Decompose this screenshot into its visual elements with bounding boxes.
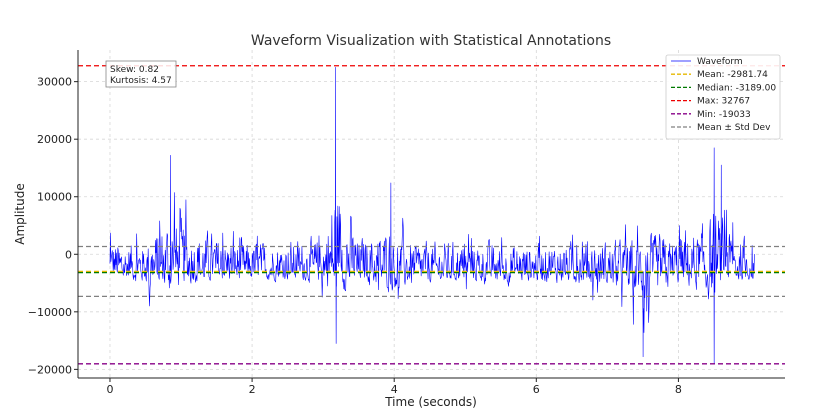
y-tick-label-3: 10000 [37,191,72,204]
legend-frame [665,54,781,140]
x-ticks: 0 2 4 6 8 [106,378,682,396]
y-tick-label-0: −20000 [28,363,72,376]
legend: Waveform Mean: -2981.74 Median: -3189.00 Ma… [665,54,781,140]
y-tick-label-4: 20000 [37,133,72,146]
axes [77,50,785,379]
legend-label-3: Max: 32767 [697,97,750,107]
stats-box: Skew: 0.82 Kurtosis: 4.57 [105,60,177,88]
y-axis-label: Amplitude [13,183,27,245]
waveform-series [109,66,755,364]
waveform-line [109,66,755,364]
stats-skew: Skew: 0.82 [110,65,159,75]
legend-label-5: Mean ± Std Dev [697,123,771,133]
y-ticks: −20000 −10000 0 10000 20000 30000 [28,76,78,376]
legend-label-0: Waveform [697,57,743,67]
y-tick-label-2: 0 [65,248,72,261]
legend-label-2: Median: -3189.00 [697,83,776,93]
x-tick-label-0: 0 [106,383,113,396]
reference-lines [78,65,785,365]
x-tick-label-4: 8 [675,383,682,396]
x-tick-label-2: 4 [391,383,398,396]
stats-kurtosis: Kurtosis: 4.57 [110,76,172,86]
stats-box-frame [105,60,177,88]
x-axis-label: Time (seconds) [384,395,477,409]
legend-label-1: Mean: -2981.74 [697,70,768,80]
y-tick-label-1: −10000 [28,306,72,319]
x-tick-label-1: 2 [249,383,256,396]
x-tick-label-3: 6 [533,383,540,396]
chart-title: Waveform Visualization with Statistical … [251,33,611,49]
y-tick-label-5: 30000 [37,76,72,89]
legend-label-4: Min: -19033 [697,110,751,120]
